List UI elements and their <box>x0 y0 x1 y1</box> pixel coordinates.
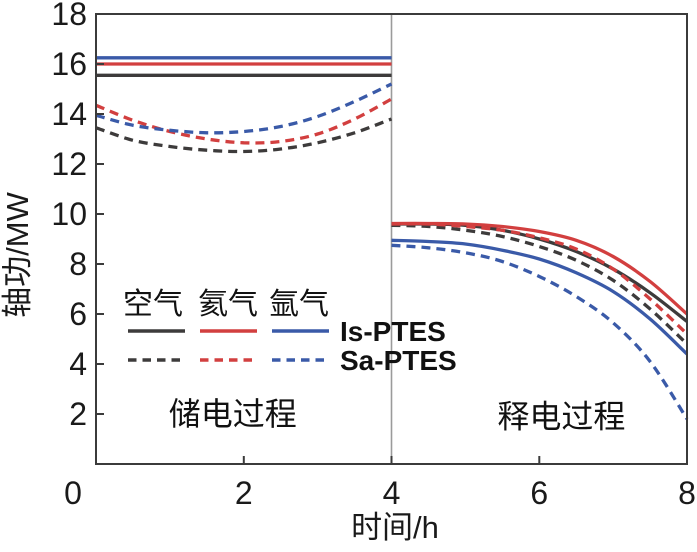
curve-argon-sa-charge <box>95 82 393 135</box>
x-tick-label: 2 <box>235 475 253 511</box>
y-axis-title: 轴功/MW <box>0 191 35 317</box>
curve-helium-sa-discharge <box>391 222 689 336</box>
x-axis-title: 时间/h <box>351 510 439 545</box>
y-tick-label: 16 <box>51 46 87 82</box>
y-tick-label: 18 <box>51 0 87 32</box>
curve-air-is-discharge <box>391 222 689 323</box>
y-tick-label: 4 <box>69 346 87 382</box>
discharge-stage-label: 释电过程 <box>497 399 625 435</box>
y-tick-label: 2 <box>69 396 87 432</box>
y-tick-label: 6 <box>69 296 87 332</box>
tick-labels: 2 4 6 8 10 12 14 16 18 0 2 4 6 8 <box>51 0 695 511</box>
series-curves <box>95 56 689 420</box>
stage-annotations: 储电过程 释电过程 <box>169 396 626 435</box>
x-tick-label: 8 <box>678 475 696 511</box>
charge-stage-label: 储电过程 <box>169 396 297 432</box>
x-tick-label: 0 <box>64 475 82 511</box>
y-tick-label: 12 <box>51 146 87 182</box>
legend-gas-helium-label: 氦气 <box>198 288 258 321</box>
legend-sa-ptes-label: Sa-PTES <box>340 345 457 376</box>
x-tick-label: 6 <box>530 475 548 511</box>
curve-argon-sa-discharge <box>391 243 689 420</box>
y-tick-label: 10 <box>51 196 87 232</box>
x-tick-label: 4 <box>383 475 401 511</box>
curve-air-sa-discharge <box>391 223 689 346</box>
axes-frame-and-ticks <box>95 13 688 465</box>
y-tick-label: 14 <box>51 96 87 132</box>
legend-is-ptes-label: Is-PTES <box>340 316 446 347</box>
legend-gas-air-label: 空气 <box>123 288 183 321</box>
curve-helium-is-discharge <box>391 221 689 316</box>
legend: 空气 氦气 氩气 Is-PTES Sa-PTES <box>123 288 457 376</box>
y-tick-label: 8 <box>69 246 87 282</box>
curve-helium-sa-charge <box>95 97 393 145</box>
legend-gas-argon-label: 氩气 <box>269 288 329 321</box>
curve-air-sa-charge <box>95 117 393 154</box>
curve-argon-is-discharge <box>391 238 689 356</box>
